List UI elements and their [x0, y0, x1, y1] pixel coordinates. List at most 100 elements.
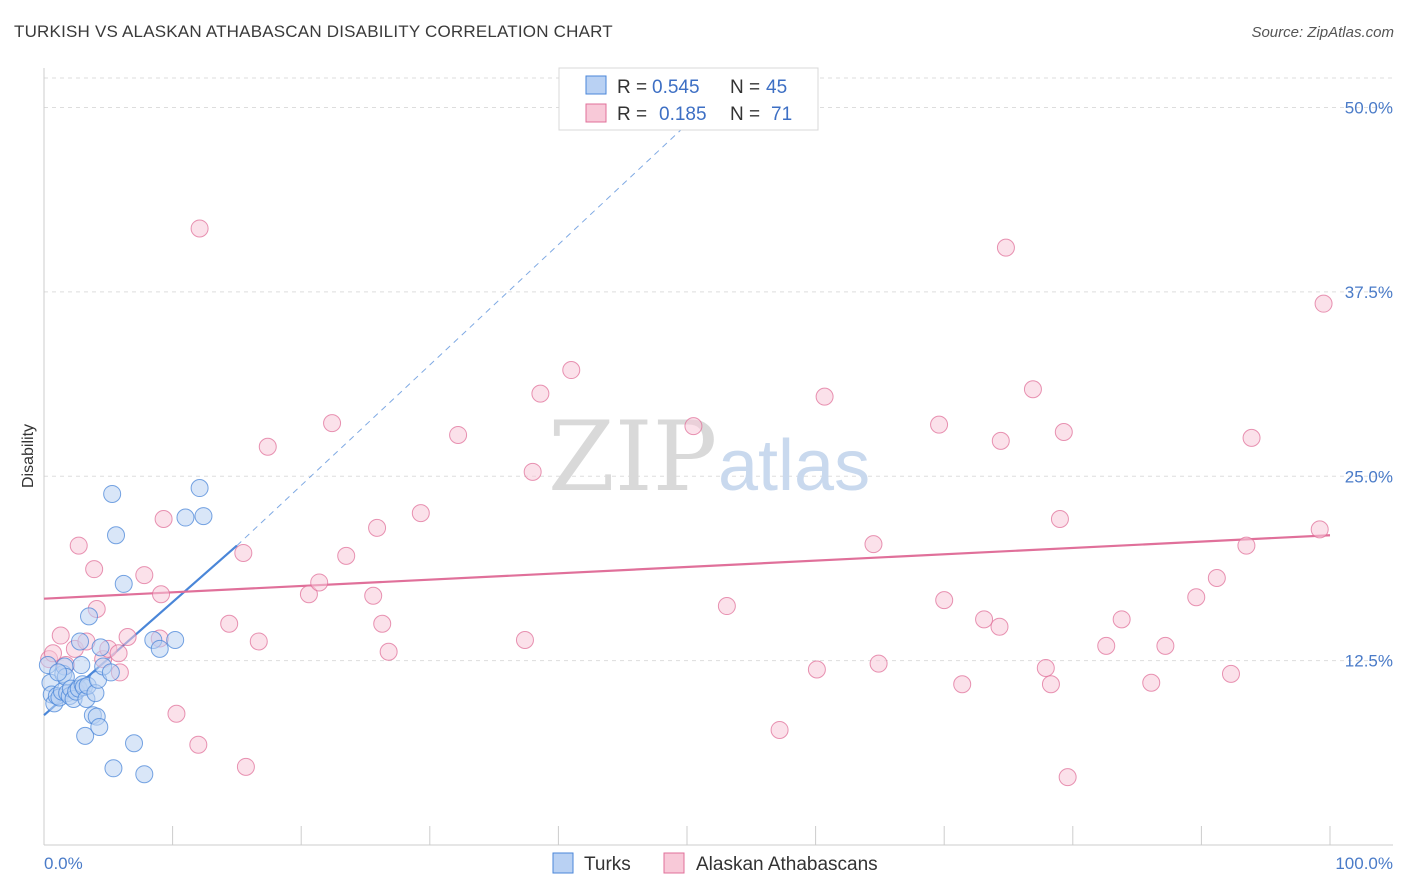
alaskan-point-7 [85, 560, 104, 579]
legend-n-value-turks: 45 [766, 77, 787, 98]
bottom-legend: Turks Alaskan Athabascans [552, 852, 878, 875]
alaskan-point-20 [190, 219, 209, 238]
x-tick-label-min: 0.0% [44, 854, 83, 873]
alaskan-point-54 [1023, 380, 1042, 399]
x-tick-labels: 0.0% 100.0% [44, 854, 1393, 873]
alaskan-point-28 [323, 414, 342, 433]
legend-r-label-alaskan: R = [617, 104, 647, 125]
alaskan-point-65 [1207, 569, 1226, 588]
alaskan-point-60 [1097, 636, 1116, 655]
alaskan-point-17 [154, 510, 173, 529]
alaskan-point-55 [1036, 659, 1055, 677]
chart-source: Source: ZipAtlas.com [1251, 24, 1394, 41]
alaskan-point-24 [249, 632, 268, 651]
alaskan-point-63 [1156, 636, 1175, 655]
legend-n-value-alaskan: 71 [771, 104, 792, 125]
bottom-legend-swatch-alaskan [663, 852, 685, 874]
y-tick-label-3: 50.0% [1345, 99, 1393, 118]
turks-point-43 [194, 507, 213, 526]
legend-r-value-turks: 0.545 [652, 77, 700, 98]
legend-swatch-alaskan [585, 103, 607, 123]
turks-point-34 [114, 574, 133, 593]
alaskan-point-38 [531, 384, 550, 403]
alaskan-point-70 [1314, 294, 1333, 313]
axes [43, 68, 1393, 846]
alaskan-point-40 [684, 417, 703, 436]
alaskan-point-62 [1142, 673, 1161, 692]
watermark-atlas: atlas [718, 426, 870, 506]
alaskan-point-58 [1054, 423, 1073, 441]
alaskan-point-2 [51, 626, 70, 645]
alaskan-point-47 [930, 415, 949, 434]
bottom-legend-label-turks: Turks [584, 854, 631, 875]
turks-point-37 [135, 765, 154, 784]
watermark: ZIP atlas [548, 401, 870, 513]
turks-point-36 [104, 759, 123, 778]
alaskan-point-26 [299, 585, 318, 604]
grid-lines [44, 77, 1393, 662]
alaskan-point-21 [220, 614, 239, 633]
alaskan-point-45 [864, 535, 883, 554]
alaskan-point-32 [373, 614, 392, 633]
chart-title: TURKISH VS ALASKAN ATHABASCAN DISABILITY… [14, 22, 613, 41]
turks-point-31 [101, 663, 120, 682]
turks-point-41 [176, 508, 195, 527]
alaskan-point-29 [337, 546, 356, 565]
turks-point-42 [190, 479, 209, 498]
alaskan-point-67 [1237, 536, 1256, 555]
trend-line-1 [43, 534, 1331, 600]
turks-point-33 [107, 526, 126, 545]
alaskan-point-61 [1112, 610, 1131, 629]
alaskan-point-27 [310, 573, 329, 592]
top-legend: R = 0.545 N = 45 R = 0.185 N = 71 [558, 67, 819, 131]
y-axis-title: Disability [20, 424, 37, 488]
alaskan-point-68 [1242, 428, 1261, 447]
alaskan-point-30 [364, 586, 383, 605]
alaskan-point-42 [770, 720, 789, 739]
alaskan-point-33 [379, 642, 398, 661]
legend-n-label-alaskan: N = [730, 104, 760, 125]
legend-n-label-turks: N = [730, 77, 760, 98]
alaskan-point-31 [368, 518, 387, 537]
alaskan-point-41 [717, 597, 736, 616]
alaskan-point-14 [135, 566, 154, 585]
legend-swatch-turks [585, 75, 607, 95]
alaskan-point-49 [953, 675, 972, 694]
alaskan-point-69 [1310, 520, 1329, 539]
trend-line-extension-0 [236, 99, 714, 546]
legend-r-value-alaskan: 0.185 [659, 104, 707, 125]
alaskan-point-18 [167, 704, 186, 723]
alaskan-point-52 [991, 431, 1010, 450]
alaskan-point-11 [109, 644, 128, 663]
alaskan-point-50 [975, 610, 994, 629]
alaskan-point-16 [152, 585, 171, 604]
alaskan-point-57 [1050, 510, 1069, 529]
bottom-legend-label-alaskan: Alaskan Athabascans [696, 854, 878, 875]
alaskan-point-53 [996, 238, 1015, 257]
turks-point-44 [49, 663, 68, 682]
alaskan-point-35 [449, 425, 468, 444]
turks-point-35 [125, 734, 144, 753]
x-tick-label-max: 100.0% [1335, 854, 1393, 873]
alaskan-point-44 [815, 387, 834, 406]
alaskan-point-56 [1041, 675, 1060, 694]
legend-r-label-turks: R = [617, 77, 647, 98]
turks-point-23 [80, 607, 99, 626]
turks-point-39 [150, 639, 169, 658]
turks-point-17 [72, 656, 91, 675]
turks-point-32 [103, 484, 122, 503]
alaskan-point-36 [515, 630, 534, 649]
alaskan-point-64 [1187, 588, 1206, 607]
alaskan-point-39 [562, 361, 581, 380]
turks-point-29 [91, 638, 110, 657]
turks-point-40 [166, 630, 185, 649]
alaskan-point-43 [807, 660, 826, 679]
alaskan-point-19 [189, 735, 208, 754]
y-tick-labels: 12.5% 25.0% 37.5% 50.0% [1345, 99, 1393, 671]
alaskan-point-23 [236, 757, 255, 776]
alaskan-point-37 [523, 462, 542, 481]
alaskan-point-51 [990, 617, 1009, 636]
turks-point-16 [71, 632, 90, 651]
turks-point-28 [90, 718, 109, 736]
